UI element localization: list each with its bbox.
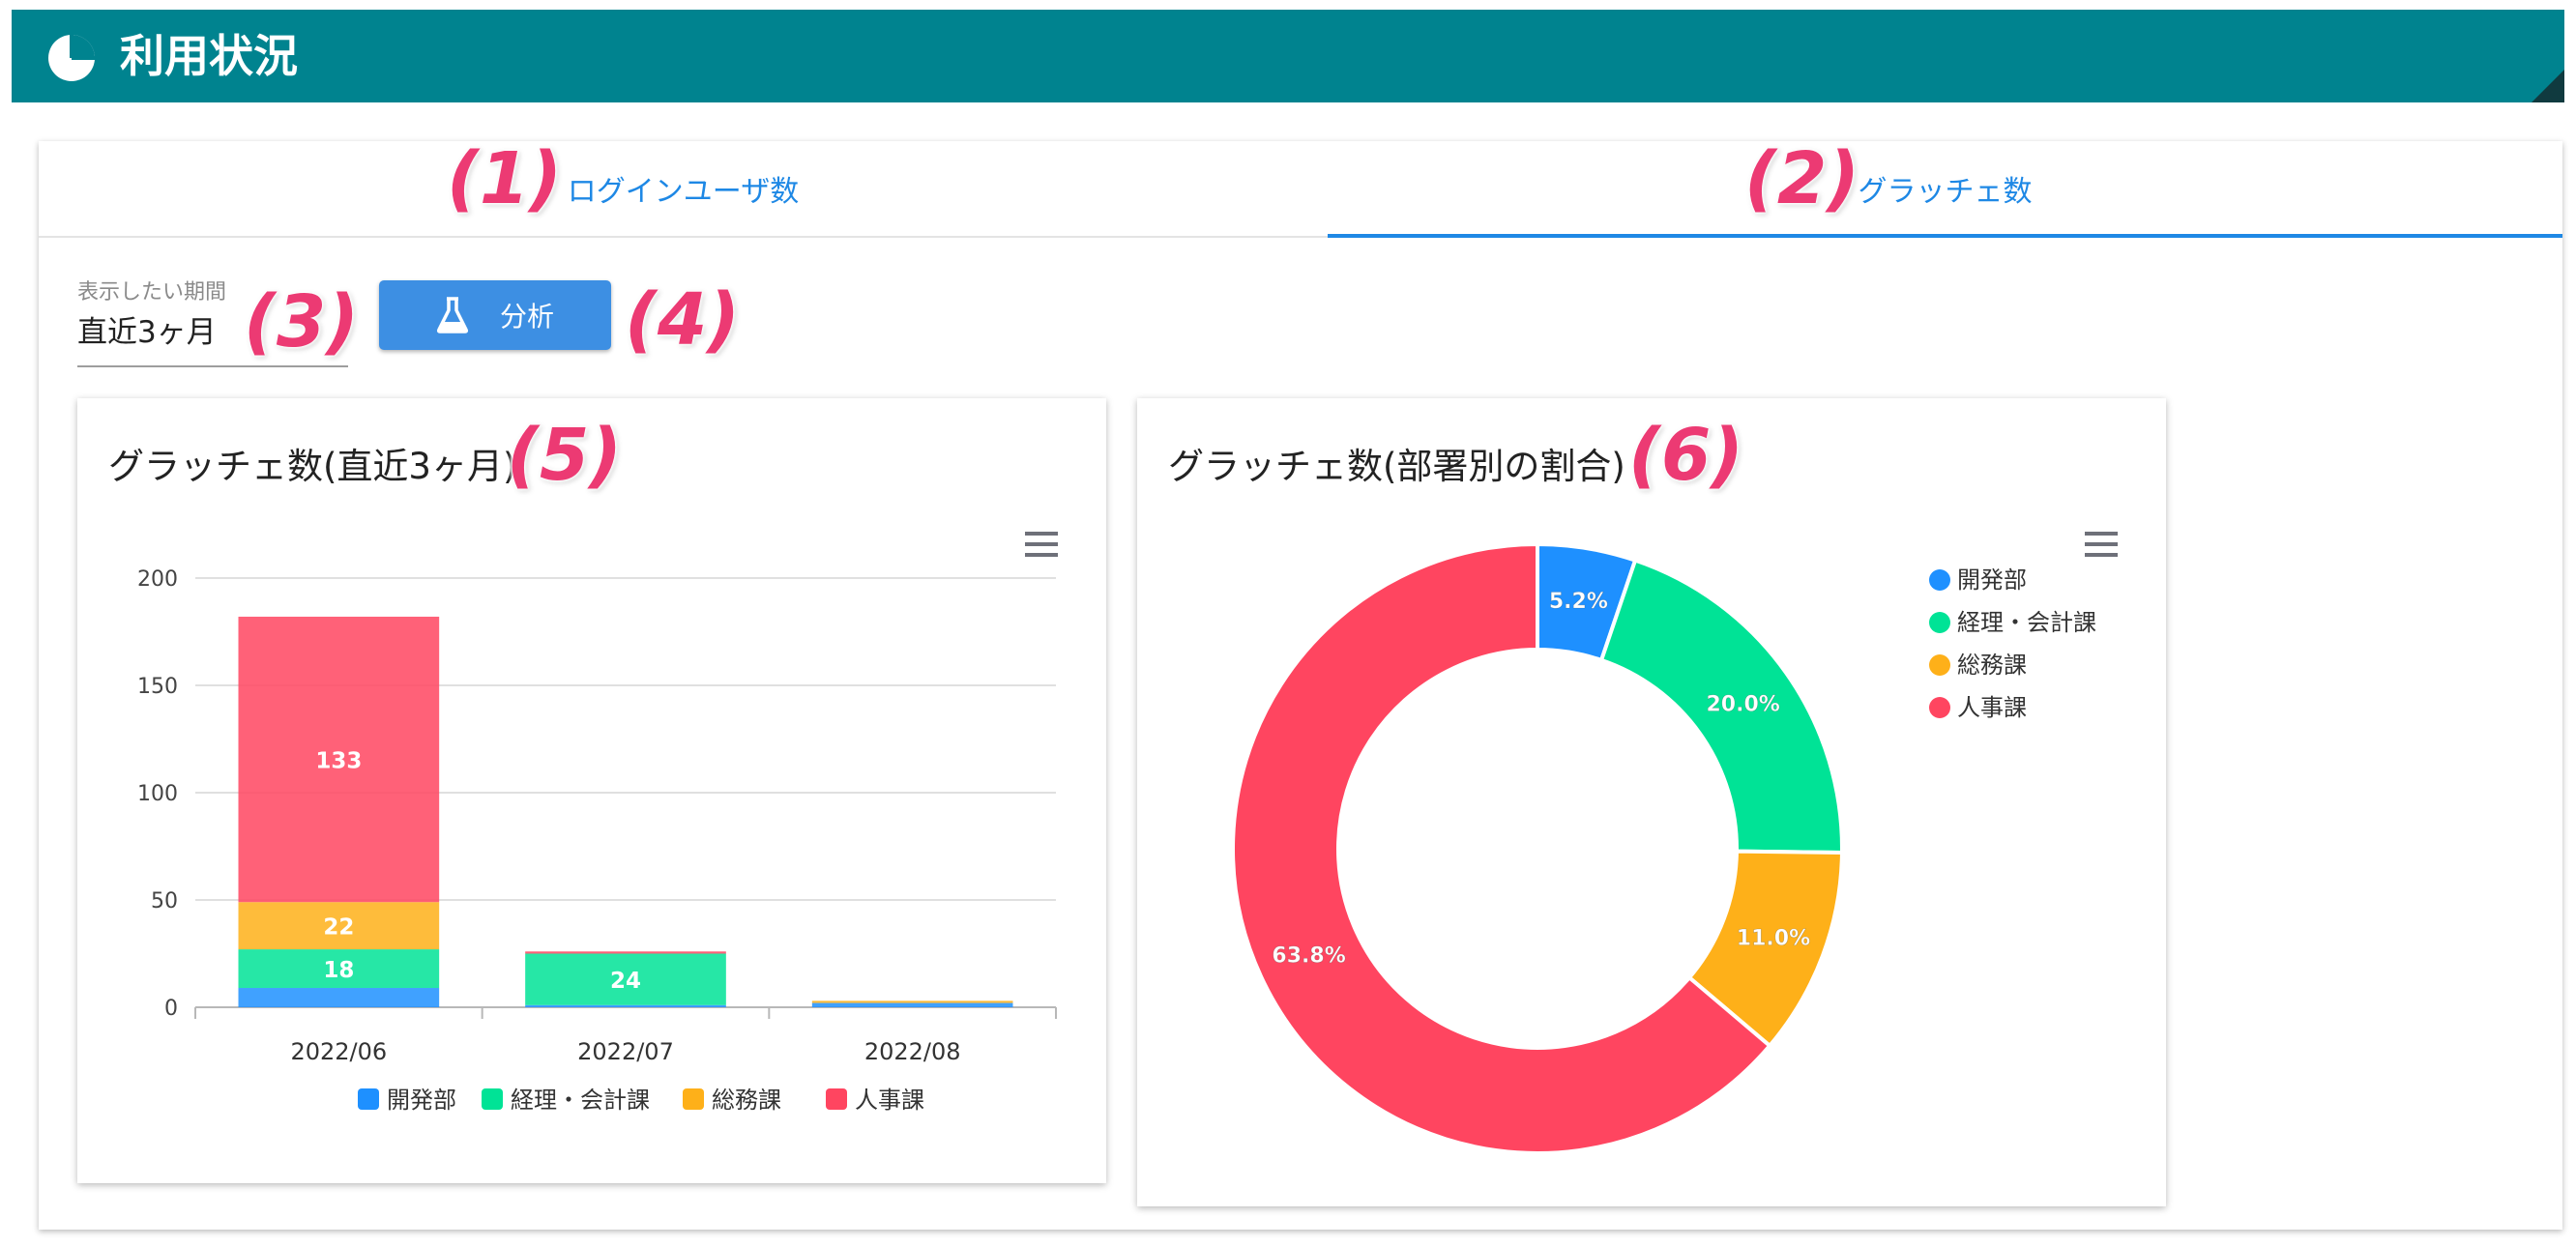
slice-label: 63.8% [1272,943,1345,968]
page-header: 利用状況 [12,10,2564,102]
callout-4: (4) [625,278,741,362]
page-title: 利用状況 [120,30,298,82]
legend-marker [826,1088,847,1110]
legend-label: 経理・会計課 [511,1087,650,1114]
x-tick-label: 2022/06 [290,1038,387,1065]
bar-segment [811,1000,1013,1003]
bar-segment [238,988,440,1007]
callout-3: (3) [244,280,360,363]
analyze-button[interactable]: 分析 [379,280,611,350]
legend-label: 総務課 [1957,652,2027,679]
bar-segment [238,949,440,989]
bar-segment [525,953,726,1005]
pie-chart-icon [48,35,95,81]
callout-2: (2) [1744,137,1860,220]
period-select[interactable]: 直近3ヶ月 [77,315,217,350]
analyze-button-label: 分析 [499,301,554,333]
tab-gracche-count-label: グラッチェ数 [1858,175,2033,209]
active-tab-indicator [1328,234,2562,238]
x-tick-label: 2022/07 [577,1038,674,1065]
period-label: 表示したい期間 [77,280,227,304]
donut-chart-title: グラッチェ数(部署別の割合) [1168,446,1625,487]
tab-bar: ログインユーザ数 グラッチェ数 [39,141,2562,238]
legend-marker [683,1088,704,1110]
legend-label: 人事課 [1957,694,2027,721]
legend-label: 人事課 [855,1087,924,1114]
legend-marker [482,1088,503,1110]
y-tick-label: 200 [137,567,178,592]
legend-marker [1929,697,1950,718]
callout-5: (5) [507,414,623,497]
callout-6: (6) [1628,414,1744,497]
legend-marker [1929,569,1950,591]
tab-gracche-count[interactable]: グラッチェ数 [1328,141,2562,236]
tab-login-users-label: ログインユーザ数 [567,175,800,209]
y-tick-label: 100 [137,782,178,806]
bar-chart-panel: グラッチェ数(直近3ヶ月) 0 50 100 150 200 2022/06 18 22 133… [77,398,1106,1183]
bar-segment [238,902,440,950]
legend-label: 開発部 [387,1087,456,1114]
tab-login-users[interactable]: ログインユーザ数 [39,141,1328,236]
callout-1: (1) [447,137,563,220]
data-label: 22 [323,915,354,941]
header-corner-fold [2532,70,2564,102]
legend-marker [1929,654,1950,676]
bar-chart: 0 50 100 150 200 2022/06 18 22 133 2022/07 24 2022/… [137,567,1057,1114]
flask-icon [436,297,469,334]
bar-segment [238,616,440,903]
legend-marker [1929,612,1950,633]
bar-chart-menu-icon[interactable] [1025,532,1058,557]
donut-chart-menu-icon[interactable] [2085,532,2118,557]
data-label: 24 [610,969,641,994]
y-tick-label: 0 [164,997,178,1021]
slice-label: 5.2% [1549,590,1608,614]
donut-slice [1231,541,1772,1155]
donut-slice [1598,558,1844,855]
legend-label: 総務課 [712,1087,781,1114]
donut-chart-panel: グラッチェ数(部署別の割合) 5.2% 20.0% 11.0% 63.8% 開発部経理・… [1137,398,2166,1206]
legend-marker [358,1088,379,1110]
data-label: 133 [315,749,362,774]
legend-label: 経理・会計課 [1957,609,2096,636]
data-label: 18 [323,958,354,983]
x-tick-label: 2022/08 [864,1038,961,1065]
bar-segment [525,1004,726,1007]
slice-label: 20.0% [1706,693,1779,717]
bar-segment [811,1002,1013,1007]
legend-label: 開発部 [1957,566,2027,594]
y-tick-label: 150 [137,675,178,699]
bar-segment [525,951,726,954]
y-tick-label: 50 [151,889,178,914]
bar-chart-title: グラッチェ数(直近3ヶ月) [108,446,517,487]
period-select-underline [77,365,348,367]
slice-label: 11.0% [1737,926,1810,950]
